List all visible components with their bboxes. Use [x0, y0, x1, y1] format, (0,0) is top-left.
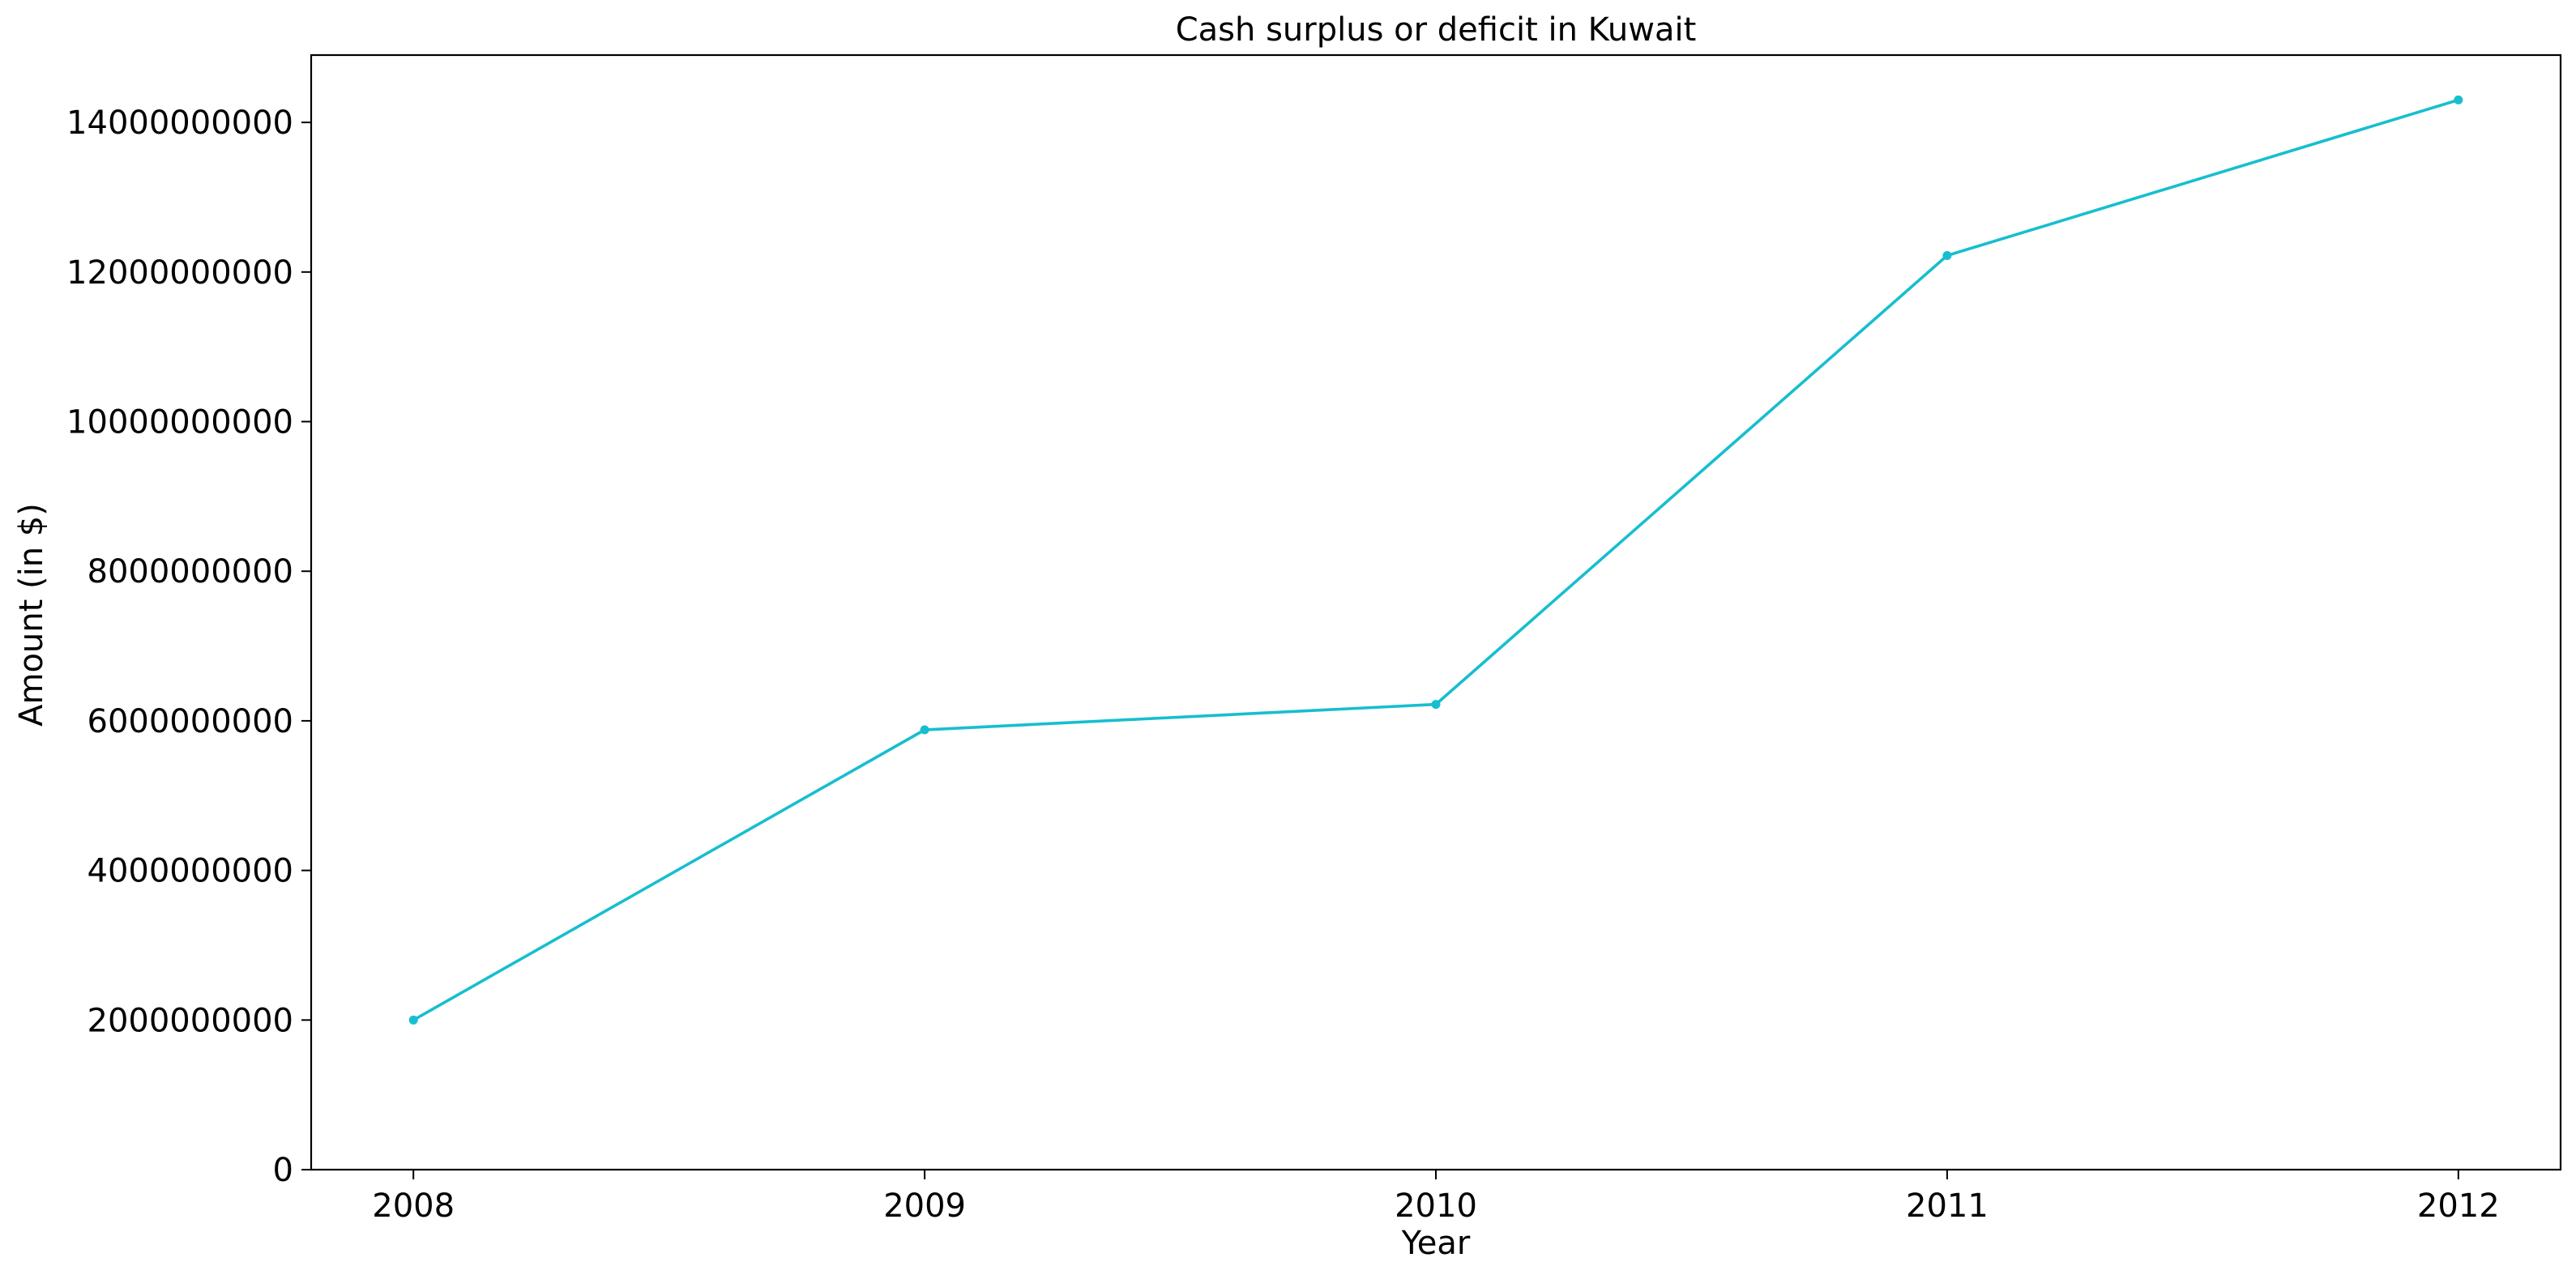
x-tick-label: 2008 [372, 1187, 455, 1225]
y-tick-label: 4000000000 [88, 853, 294, 890]
series-line [412, 98, 2459, 1021]
plot-frame [310, 53, 2562, 1171]
data-point [1942, 250, 1952, 260]
y-tick-label: 10000000000 [66, 404, 293, 441]
x-axis: 2008 2009 2010 2011 2012 [372, 1170, 2500, 1225]
y-tick-label: 8000000000 [88, 553, 294, 590]
x-tick-label: 2011 [1906, 1187, 1989, 1225]
plot-area [310, 53, 2562, 1171]
data-point [408, 1015, 418, 1025]
y-tick-label: 0 [273, 1152, 293, 1189]
series-layer [408, 95, 2463, 1025]
x-axis-label: Year [1401, 1225, 1471, 1262]
data-point [920, 725, 929, 735]
x-tick-label: 2010 [1395, 1187, 1477, 1225]
y-tick-label: 6000000000 [88, 703, 294, 740]
y-tick-label: 2000000000 [88, 1002, 294, 1039]
data-point [1431, 700, 1441, 710]
chart-title: Cash surplus or deficit in Kuwait [1176, 11, 1697, 49]
x-tick-label: 2012 [2417, 1187, 2500, 1225]
x-tick-label: 2009 [883, 1187, 966, 1225]
data-point [2454, 95, 2463, 104]
y-tick-label: 12000000000 [66, 254, 293, 292]
y-tick-label: 14000000000 [66, 104, 293, 142]
y-axis: 0 2000000000 4000000000 6000000000 800000000… [66, 104, 311, 1189]
y-axis-label: Amount (in $) [13, 503, 50, 727]
